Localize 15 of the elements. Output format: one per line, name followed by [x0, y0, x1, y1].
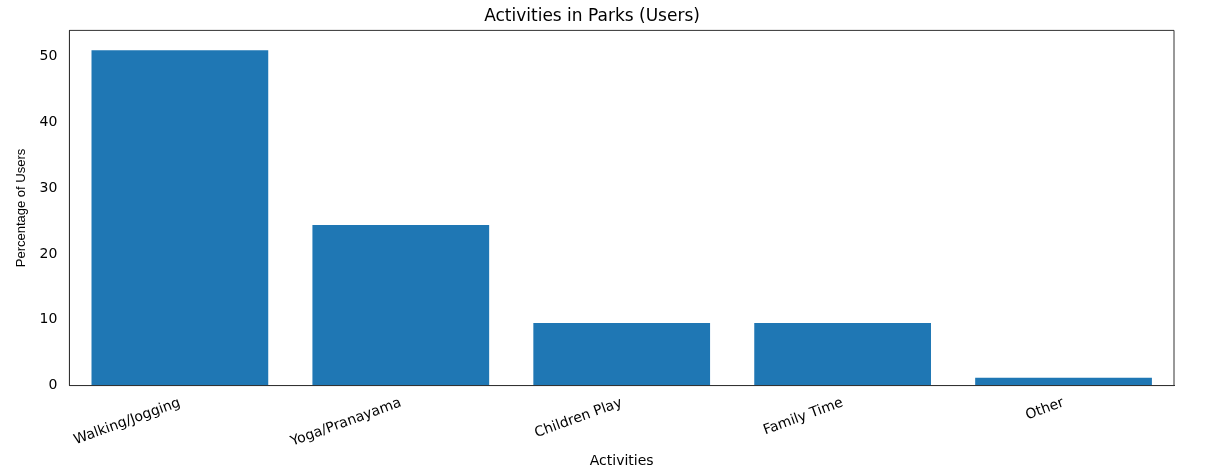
- y-tick-label: 30: [39, 178, 58, 195]
- x-tick-label: Other: [1022, 393, 1067, 423]
- chart-title: Activities in Parks (Users): [484, 4, 700, 25]
- bar: [533, 323, 711, 386]
- y-tick-label: 10: [39, 310, 58, 327]
- y-tick-label: 0: [48, 376, 58, 393]
- y-axis-title: Percentage of Users: [13, 148, 29, 268]
- y-tick-label: 50: [39, 47, 58, 64]
- bar: [312, 225, 490, 386]
- y-tick-label: 40: [39, 113, 58, 130]
- bar: [91, 50, 269, 386]
- x-axis-title: Activities: [589, 452, 654, 469]
- y-tick-label: 20: [39, 244, 58, 261]
- bar: [754, 323, 931, 386]
- x-tick-label: Family Time: [760, 393, 845, 438]
